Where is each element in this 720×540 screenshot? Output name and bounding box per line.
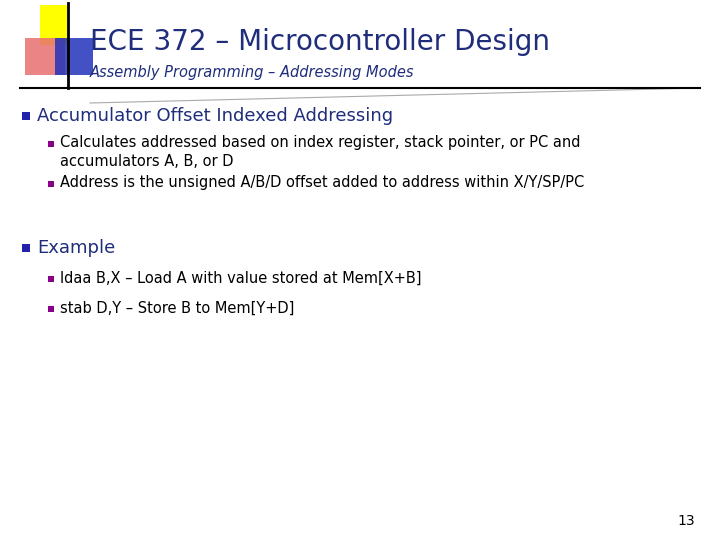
- Bar: [25, 38, 65, 75]
- Bar: [40, 5, 68, 45]
- Text: Assembly Programming – Addressing Modes: Assembly Programming – Addressing Modes: [90, 64, 415, 79]
- Text: 13: 13: [678, 514, 695, 528]
- Text: ECE 372 – Microcontroller Design: ECE 372 – Microcontroller Design: [90, 28, 550, 56]
- Text: Example: Example: [37, 239, 115, 257]
- Bar: [55, 38, 93, 75]
- Bar: [48, 306, 54, 312]
- Text: accumulators A, B, or D: accumulators A, B, or D: [60, 153, 233, 168]
- Bar: [48, 141, 54, 147]
- Text: ldaa B,X – Load A with value stored at Mem[X+B]: ldaa B,X – Load A with value stored at M…: [60, 271, 421, 286]
- Text: Calculates addressed based on index register, stack pointer, or PC and: Calculates addressed based on index regi…: [60, 136, 580, 151]
- Bar: [22, 112, 30, 120]
- Bar: [22, 244, 30, 252]
- Bar: [48, 181, 54, 187]
- Bar: [48, 276, 54, 282]
- Text: stab D,Y – Store B to Mem[Y+D]: stab D,Y – Store B to Mem[Y+D]: [60, 300, 294, 315]
- Text: Address is the unsigned A/B/D offset added to address within X/Y/SP/PC: Address is the unsigned A/B/D offset add…: [60, 176, 584, 191]
- Text: Accumulator Offset Indexed Addressing: Accumulator Offset Indexed Addressing: [37, 107, 393, 125]
